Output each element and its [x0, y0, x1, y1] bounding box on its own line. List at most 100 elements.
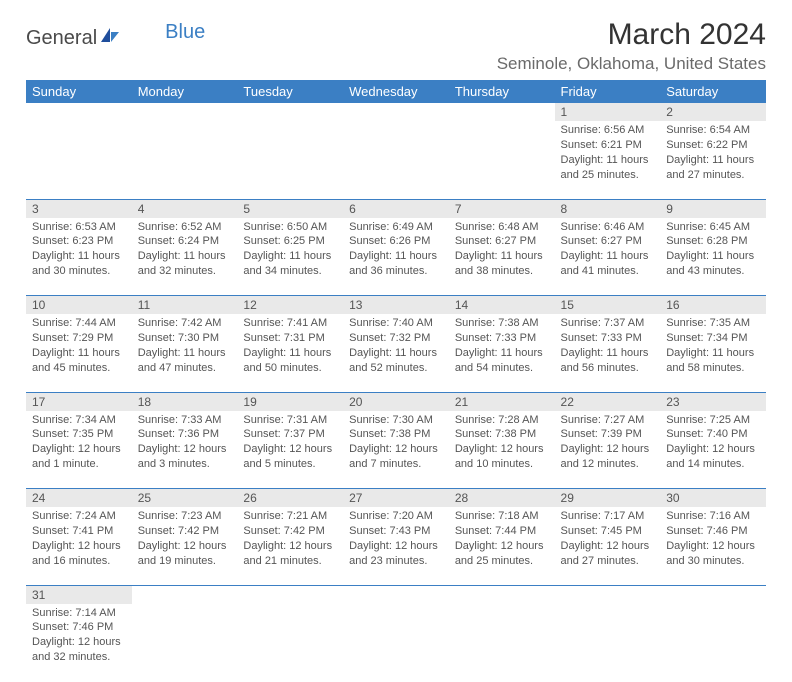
calendar-week-row: Sunrise: 7:44 AMSunset: 7:29 PMDaylight:… — [26, 314, 766, 392]
day-content: Sunrise: 7:34 AMSunset: 7:35 PMDaylight:… — [26, 411, 132, 476]
calendar-week-row: Sunrise: 7:24 AMSunset: 7:41 PMDaylight:… — [26, 507, 766, 585]
daynum-row: 12 — [26, 103, 766, 121]
day-cell — [237, 604, 343, 682]
day-cell — [237, 121, 343, 199]
day-cell — [343, 121, 449, 199]
day-number-cell — [132, 585, 238, 604]
day-cell: Sunrise: 6:48 AMSunset: 6:27 PMDaylight:… — [449, 218, 555, 296]
day-header: Friday — [555, 80, 661, 103]
day-content: Sunrise: 6:45 AMSunset: 6:28 PMDaylight:… — [660, 218, 766, 283]
calendar-week-row: Sunrise: 7:34 AMSunset: 7:35 PMDaylight:… — [26, 411, 766, 489]
day-number-cell: 1 — [555, 103, 661, 121]
day-cell: Sunrise: 7:30 AMSunset: 7:38 PMDaylight:… — [343, 411, 449, 489]
day-content: Sunrise: 7:33 AMSunset: 7:36 PMDaylight:… — [132, 411, 238, 476]
daynum-row: 31 — [26, 585, 766, 604]
day-number-cell: 22 — [555, 392, 661, 411]
day-number-cell: 15 — [555, 296, 661, 315]
day-cell: Sunrise: 7:14 AMSunset: 7:46 PMDaylight:… — [26, 604, 132, 682]
day-cell: Sunrise: 6:46 AMSunset: 6:27 PMDaylight:… — [555, 218, 661, 296]
day-content: Sunrise: 7:18 AMSunset: 7:44 PMDaylight:… — [449, 507, 555, 572]
day-number-cell: 27 — [343, 489, 449, 508]
day-number-cell: 18 — [132, 392, 238, 411]
day-cell: Sunrise: 7:34 AMSunset: 7:35 PMDaylight:… — [26, 411, 132, 489]
day-number-cell: 24 — [26, 489, 132, 508]
day-number-cell: 12 — [237, 296, 343, 315]
day-header: Tuesday — [237, 80, 343, 103]
day-number-cell: 3 — [26, 199, 132, 218]
day-content: Sunrise: 7:23 AMSunset: 7:42 PMDaylight:… — [132, 507, 238, 572]
day-number-cell — [343, 103, 449, 121]
day-content: Sunrise: 6:54 AMSunset: 6:22 PMDaylight:… — [660, 121, 766, 186]
day-number-cell — [26, 103, 132, 121]
day-cell — [343, 604, 449, 682]
day-content: Sunrise: 7:30 AMSunset: 7:38 PMDaylight:… — [343, 411, 449, 476]
location-text: Seminole, Oklahoma, United States — [497, 54, 766, 74]
day-number-cell: 8 — [555, 199, 661, 218]
day-cell: Sunrise: 7:27 AMSunset: 7:39 PMDaylight:… — [555, 411, 661, 489]
day-content: Sunrise: 6:49 AMSunset: 6:26 PMDaylight:… — [343, 218, 449, 283]
calendar-week-row: Sunrise: 7:14 AMSunset: 7:46 PMDaylight:… — [26, 604, 766, 682]
day-content: Sunrise: 7:28 AMSunset: 7:38 PMDaylight:… — [449, 411, 555, 476]
day-header: Monday — [132, 80, 238, 103]
day-number-cell: 23 — [660, 392, 766, 411]
day-content: Sunrise: 6:53 AMSunset: 6:23 PMDaylight:… — [26, 218, 132, 283]
day-cell — [449, 121, 555, 199]
title-block: March 2024 Seminole, Oklahoma, United St… — [497, 18, 766, 74]
day-cell: Sunrise: 7:38 AMSunset: 7:33 PMDaylight:… — [449, 314, 555, 392]
day-cell: Sunrise: 7:23 AMSunset: 7:42 PMDaylight:… — [132, 507, 238, 585]
day-cell: Sunrise: 6:52 AMSunset: 6:24 PMDaylight:… — [132, 218, 238, 296]
day-number-cell: 5 — [237, 199, 343, 218]
day-content: Sunrise: 7:21 AMSunset: 7:42 PMDaylight:… — [237, 507, 343, 572]
day-number-cell: 2 — [660, 103, 766, 121]
day-content: Sunrise: 7:38 AMSunset: 7:33 PMDaylight:… — [449, 314, 555, 379]
day-content: Sunrise: 6:52 AMSunset: 6:24 PMDaylight:… — [132, 218, 238, 283]
day-cell: Sunrise: 7:35 AMSunset: 7:34 PMDaylight:… — [660, 314, 766, 392]
day-content: Sunrise: 6:56 AMSunset: 6:21 PMDaylight:… — [555, 121, 661, 186]
day-cell: Sunrise: 7:28 AMSunset: 7:38 PMDaylight:… — [449, 411, 555, 489]
calendar-week-row: Sunrise: 6:53 AMSunset: 6:23 PMDaylight:… — [26, 218, 766, 296]
page-title: March 2024 — [497, 18, 766, 52]
day-content: Sunrise: 7:24 AMSunset: 7:41 PMDaylight:… — [26, 507, 132, 572]
day-cell — [660, 604, 766, 682]
day-cell: Sunrise: 6:49 AMSunset: 6:26 PMDaylight:… — [343, 218, 449, 296]
day-number-cell: 28 — [449, 489, 555, 508]
day-number-cell: 21 — [449, 392, 555, 411]
day-cell: Sunrise: 6:50 AMSunset: 6:25 PMDaylight:… — [237, 218, 343, 296]
day-number-cell — [237, 103, 343, 121]
day-content: Sunrise: 7:25 AMSunset: 7:40 PMDaylight:… — [660, 411, 766, 476]
day-cell: Sunrise: 6:45 AMSunset: 6:28 PMDaylight:… — [660, 218, 766, 296]
day-number-cell — [449, 103, 555, 121]
day-cell: Sunrise: 7:44 AMSunset: 7:29 PMDaylight:… — [26, 314, 132, 392]
day-cell: Sunrise: 7:17 AMSunset: 7:45 PMDaylight:… — [555, 507, 661, 585]
brand-text-blue: Blue — [165, 21, 205, 44]
day-number-cell: 11 — [132, 296, 238, 315]
daynum-row: 24252627282930 — [26, 489, 766, 508]
day-content: Sunrise: 6:50 AMSunset: 6:25 PMDaylight:… — [237, 218, 343, 283]
day-header: Wednesday — [343, 80, 449, 103]
day-cell — [26, 121, 132, 199]
calendar-table: SundayMondayTuesdayWednesdayThursdayFrid… — [26, 80, 766, 682]
day-content: Sunrise: 6:48 AMSunset: 6:27 PMDaylight:… — [449, 218, 555, 283]
daynum-row: 3456789 — [26, 199, 766, 218]
day-number-cell: 7 — [449, 199, 555, 218]
day-content: Sunrise: 7:35 AMSunset: 7:34 PMDaylight:… — [660, 314, 766, 379]
day-number-cell: 25 — [132, 489, 238, 508]
day-cell: Sunrise: 7:40 AMSunset: 7:32 PMDaylight:… — [343, 314, 449, 392]
calendar-week-row: Sunrise: 6:56 AMSunset: 6:21 PMDaylight:… — [26, 121, 766, 199]
day-number-cell: 10 — [26, 296, 132, 315]
day-number-cell: 14 — [449, 296, 555, 315]
day-content: Sunrise: 7:40 AMSunset: 7:32 PMDaylight:… — [343, 314, 449, 379]
day-header: Sunday — [26, 80, 132, 103]
day-number-cell — [237, 585, 343, 604]
day-number-cell: 13 — [343, 296, 449, 315]
day-cell: Sunrise: 6:53 AMSunset: 6:23 PMDaylight:… — [26, 218, 132, 296]
day-content: Sunrise: 6:46 AMSunset: 6:27 PMDaylight:… — [555, 218, 661, 283]
day-cell: Sunrise: 7:21 AMSunset: 7:42 PMDaylight:… — [237, 507, 343, 585]
day-cell: Sunrise: 7:20 AMSunset: 7:43 PMDaylight:… — [343, 507, 449, 585]
day-cell: Sunrise: 7:31 AMSunset: 7:37 PMDaylight:… — [237, 411, 343, 489]
day-cell: Sunrise: 7:41 AMSunset: 7:31 PMDaylight:… — [237, 314, 343, 392]
day-header-row: SundayMondayTuesdayWednesdayThursdayFrid… — [26, 80, 766, 103]
day-content: Sunrise: 7:20 AMSunset: 7:43 PMDaylight:… — [343, 507, 449, 572]
day-cell — [555, 604, 661, 682]
day-content: Sunrise: 7:14 AMSunset: 7:46 PMDaylight:… — [26, 604, 132, 669]
